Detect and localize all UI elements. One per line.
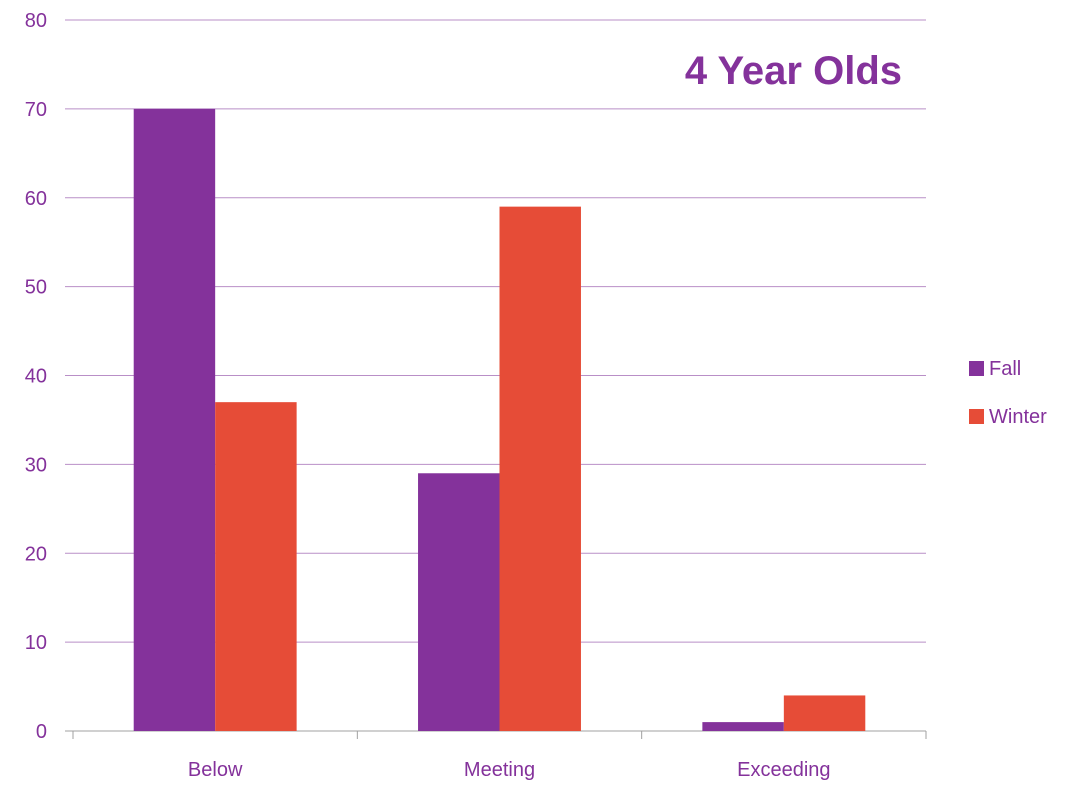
legend-swatch <box>969 409 984 424</box>
y-tick-label: 40 <box>25 366 47 388</box>
bars <box>133 108 866 731</box>
x-category-label: Exceeding <box>737 759 830 781</box>
y-tick-label: 50 <box>25 277 47 299</box>
legend-label: Winter <box>989 406 1047 428</box>
bar-winter-meeting[interactable] <box>499 206 581 731</box>
chart-title: 4 Year Olds <box>685 49 902 93</box>
y-tick-label: 20 <box>25 543 47 565</box>
labels: 0 10 20 30 40 50 60 70 80 Below Meeting Exceeding <box>25 10 831 781</box>
y-tick-label: 60 <box>25 188 47 210</box>
legend[interactable]: Fall Winter <box>969 358 1047 428</box>
legend-label: Fall <box>989 358 1021 380</box>
y-tick-label: 70 <box>25 99 47 121</box>
y-tick-label: 80 <box>25 10 47 32</box>
legend-swatch <box>969 361 984 376</box>
bar-fall-meeting[interactable] <box>418 473 500 731</box>
bar-fall-exceeding[interactable] <box>702 722 784 731</box>
axes <box>65 730 927 739</box>
y-tick-label: 10 <box>25 632 47 654</box>
bar-fall-below[interactable] <box>133 108 216 731</box>
legend-item-winter[interactable]: Winter <box>969 406 1047 428</box>
legend-item-fall[interactable]: Fall <box>969 358 1021 380</box>
x-category-label: Below <box>188 759 243 781</box>
bar-winter-exceeding[interactable] <box>783 695 866 731</box>
x-category-label: Meeting <box>464 759 535 781</box>
y-tick-label: 0 <box>36 721 47 743</box>
bar-winter-below[interactable] <box>215 402 297 731</box>
y-tick-label: 30 <box>25 454 47 476</box>
